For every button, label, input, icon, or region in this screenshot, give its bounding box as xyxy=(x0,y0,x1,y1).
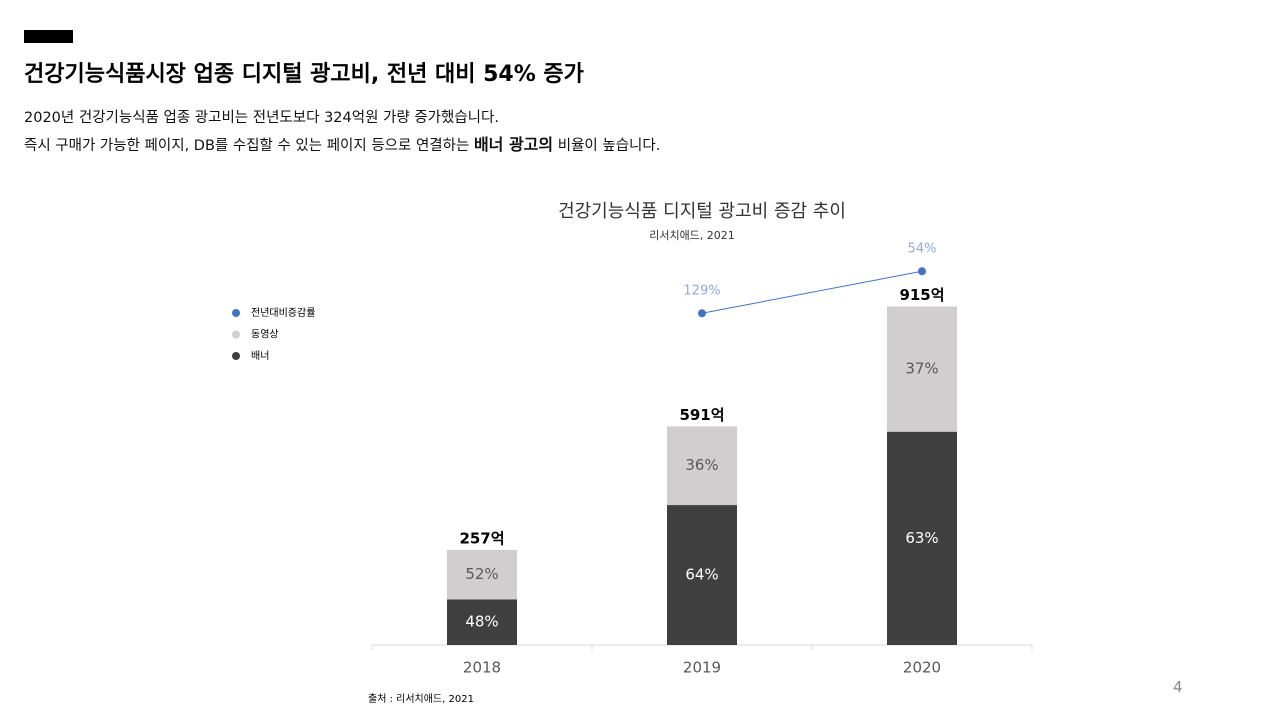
chart-title: 건강기능식품 디지털 광고비 증감 추이 xyxy=(558,201,846,222)
legend-label: 배너 xyxy=(251,350,269,362)
x-tick-label: 2019 xyxy=(683,659,721,677)
data-label: 48% xyxy=(465,613,498,631)
chart-subtitle: 리서치애드, 2021 xyxy=(649,229,735,242)
data-label: 63% xyxy=(905,529,938,547)
total-label: 257억 xyxy=(459,529,504,547)
text: 비율이 높습니다. xyxy=(553,138,661,154)
data-label: 52% xyxy=(465,565,498,583)
body-text: 2020년 건강기능식품 업종 광고비는 전년도보다 324억원 가량 증가했습… xyxy=(24,110,499,126)
line-point xyxy=(918,267,926,276)
bold-text: 배너 광고의 xyxy=(473,135,554,154)
legend-marker xyxy=(232,309,240,317)
data-label: 64% xyxy=(685,566,718,584)
bar-segment xyxy=(887,306,957,432)
bar-segment xyxy=(667,426,737,506)
legend-label: 전년대비증감률 xyxy=(251,307,315,319)
line xyxy=(701,270,923,314)
bar-segment xyxy=(447,599,517,645)
text: 즉시 구매가 가능한 페이지, DB를 수집할 수 있는 페이지 등으로 연결하… xyxy=(24,138,474,154)
legend-label: 동영상 xyxy=(251,329,279,341)
x-tick-label: 2018 xyxy=(463,659,501,677)
total-label: 915억 xyxy=(899,286,944,304)
bar-segment xyxy=(667,505,737,645)
page-number: 4 xyxy=(1173,678,1183,696)
data-label: 37% xyxy=(905,360,938,378)
line-point xyxy=(698,309,706,318)
data-label: 54% xyxy=(908,242,937,257)
x-tick-label: 2020 xyxy=(903,659,941,677)
source: 출처 : 리서치애드, 2021 xyxy=(368,694,474,705)
title-mark xyxy=(24,30,73,43)
body-text: 즉시 구매가 가능한 페이지, DB를 수집할 수 있는 페이지 등으로 연결하… xyxy=(24,134,764,157)
bar-segment xyxy=(887,431,957,645)
total-label: 591억 xyxy=(679,406,724,424)
data-label: 129% xyxy=(683,284,720,299)
bar-segment xyxy=(447,549,517,600)
legend-marker xyxy=(232,330,240,339)
data-label: 36% xyxy=(685,456,718,474)
legend-marker xyxy=(232,352,240,360)
slide-title: 건강기능식품시장 업종 디지털 광고비, 전년 대비 54% 증가 xyxy=(24,62,584,87)
